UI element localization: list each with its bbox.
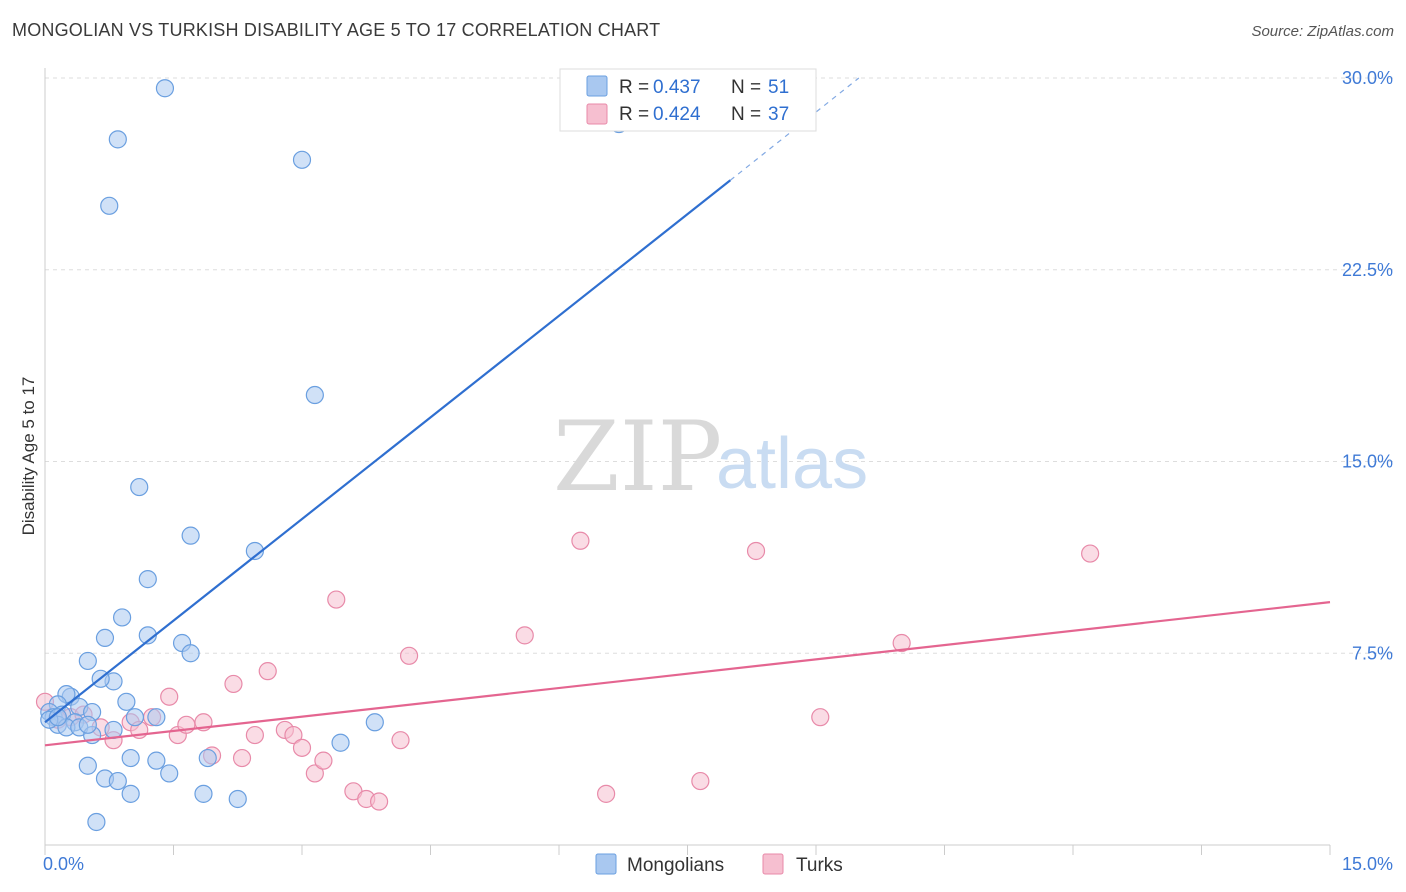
mongolians-point xyxy=(78,651,97,671)
mongolians-trend-line xyxy=(44,179,732,724)
mongolians-point xyxy=(100,196,119,215)
mongolians-point xyxy=(108,130,127,149)
turks-point xyxy=(284,725,303,745)
watermark-zip: ZIP xyxy=(553,401,722,513)
legend-swatch-mongolians xyxy=(586,75,608,97)
mongolians-point xyxy=(78,756,97,775)
mongolians-point xyxy=(147,708,166,727)
y-axis-label: Disability Age 5 to 17 xyxy=(19,377,38,536)
watermark: ZIP atlas xyxy=(553,401,868,513)
mongolians-point xyxy=(292,150,312,169)
mongolians-point xyxy=(365,713,384,732)
legend-r-label-turks: R = xyxy=(619,104,649,125)
turks-point xyxy=(258,662,277,681)
turks-point xyxy=(314,751,333,770)
mongolians-point xyxy=(181,644,200,663)
mongolians-point xyxy=(155,79,175,98)
bottom-legend-swatch-mongolians xyxy=(595,853,617,875)
y-tick-label: 7.5% xyxy=(1352,643,1393,663)
legend-r-value-turks: 0.424 xyxy=(653,104,701,125)
legend-r-value-mongolians: 0.437 xyxy=(653,77,701,98)
x-tick-label: 0.0% xyxy=(43,854,84,874)
legend-swatch-turks xyxy=(586,103,608,125)
y-tick-label: 30.0% xyxy=(1342,68,1393,88)
turks-point xyxy=(811,708,830,727)
mongolians-point xyxy=(194,784,213,803)
mongolians-point xyxy=(125,708,145,727)
turks-point xyxy=(1081,544,1100,563)
y-tick-label: 15.0% xyxy=(1342,452,1393,472)
turks-point xyxy=(746,541,766,561)
stats-legend: R = 0.437 N = 51 R = 0.424 N = 37 xyxy=(559,68,817,132)
legend-r-label-mongolians: R = xyxy=(619,77,649,98)
mongolians-point xyxy=(117,692,136,711)
bottom-legend-swatch-turks xyxy=(762,853,784,875)
series-legend: Mongolians Turks xyxy=(595,853,843,876)
legend-n-value-turks: 37 xyxy=(768,104,789,125)
turks-point xyxy=(370,792,389,811)
mongolians-point xyxy=(78,715,97,734)
y-tick-label: 22.5% xyxy=(1342,260,1393,280)
mongolians-point xyxy=(95,628,115,648)
chart-title: MONGOLIAN VS TURKISH DISABILITY AGE 5 TO… xyxy=(12,20,661,40)
bottom-legend-label-turks: Turks xyxy=(796,855,843,876)
x-tick-label: 15.0% xyxy=(1342,854,1393,874)
mongolians-point xyxy=(147,751,166,770)
mongolians-point xyxy=(331,733,350,752)
mongolians-points xyxy=(40,79,629,832)
turks-point xyxy=(224,674,243,694)
mongolians-point xyxy=(108,771,127,791)
mongolians-point xyxy=(228,789,247,809)
turks-point xyxy=(160,687,179,706)
chart-source: Source: ZipAtlas.com xyxy=(1251,23,1394,40)
turks-point xyxy=(571,531,590,550)
mongolians-point xyxy=(305,385,324,405)
mongolians-point xyxy=(160,764,179,783)
mongolians-point xyxy=(121,784,140,803)
turks-point xyxy=(327,590,346,609)
mongolians-point xyxy=(87,812,106,832)
turks-points xyxy=(35,531,1100,811)
turks-trend-line xyxy=(44,601,1331,747)
turks-point xyxy=(305,764,324,783)
legend-n-label-turks: N = xyxy=(731,104,761,125)
turks-point xyxy=(892,633,911,653)
mongolians-point xyxy=(198,748,217,768)
turks-point xyxy=(515,626,534,645)
turks-point xyxy=(597,784,616,803)
turks-point xyxy=(245,725,264,745)
legend-n-value-mongolians: 51 xyxy=(768,77,789,98)
mongolians-point xyxy=(112,608,132,627)
watermark-atlas: atlas xyxy=(716,424,868,504)
turks-point xyxy=(691,771,710,791)
turks-point xyxy=(292,738,312,757)
mongolians-point xyxy=(181,526,200,545)
mongolians-point xyxy=(130,477,149,497)
legend-n-label-mongolians: N = xyxy=(731,77,761,98)
turks-point xyxy=(391,731,410,750)
bottom-legend-label-mongolians: Mongolians xyxy=(627,855,724,876)
tick-layer: 7.5% 15.0% 22.5% 30.0% 0.0% 15.0% xyxy=(43,68,1393,874)
mongolians-point xyxy=(245,541,264,561)
mongolians-point xyxy=(48,708,67,727)
mongolians-point xyxy=(121,748,140,768)
turks-point xyxy=(399,646,419,665)
turks-point xyxy=(232,748,252,768)
mongolians-point xyxy=(138,570,157,589)
